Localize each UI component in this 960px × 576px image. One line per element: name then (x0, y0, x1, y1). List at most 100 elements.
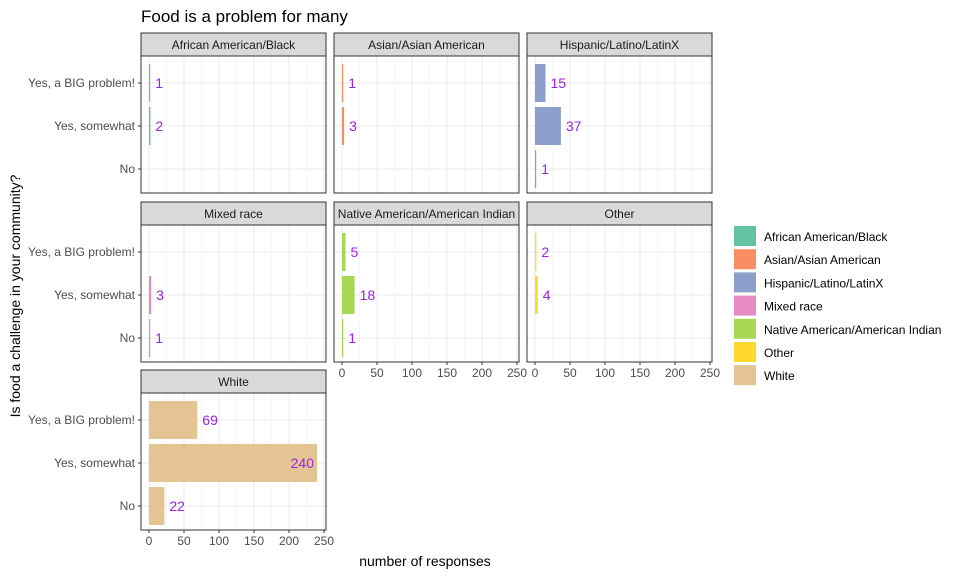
y-tick-label: Yes, a BIG problem! (28, 413, 135, 427)
facet-strip-label: Native American/American Indian (338, 207, 515, 221)
bar-yes-somewhat (535, 107, 561, 145)
bar-yes-somewhat (149, 276, 152, 314)
legend-label: Native American/American Indian (764, 323, 941, 337)
data-label: 69 (202, 412, 218, 428)
panel-border (333, 55, 520, 194)
bar-yes-a-big-problem (149, 401, 198, 439)
plot-background (334, 56, 519, 193)
legend-label: African American/Black (764, 230, 888, 244)
x-tick-label: 50 (563, 366, 577, 380)
data-label: 22 (169, 498, 185, 514)
facet-other: Other 2 4 0 50 100 150 200 250 (526, 201, 720, 380)
facet-strip-label: Asian/Asian American (368, 38, 485, 52)
y-tick-label: No (120, 162, 136, 176)
x-tick-label: 200 (279, 534, 299, 548)
facet-strip-label: African American/Black (172, 38, 296, 52)
legend-label: Mixed race (764, 300, 823, 314)
y-tick-label: No (120, 499, 136, 513)
x-tick-label: 100 (209, 534, 229, 548)
bar-yes-somewhat (342, 276, 355, 314)
bar-yes-somewhat (535, 276, 538, 314)
bar-yes-a-big-problem (342, 64, 344, 102)
legend-key (734, 318, 756, 339)
y-axis-title: Is food a challenge in your community? (7, 174, 23, 417)
bar-yes-a-big-problem (149, 64, 151, 102)
panel-border (333, 224, 520, 363)
data-label: 240 (291, 455, 315, 471)
facet-strip-label: White (218, 375, 249, 389)
x-tick-label: 250 (700, 366, 720, 380)
bar-yes-a-big-problem (342, 233, 346, 271)
x-tick-label: 100 (595, 366, 615, 380)
y-tick-label: Yes, somewhat (54, 119, 136, 133)
legend-key (734, 272, 756, 293)
legend: African American/Black Asian/Asian Americ… (734, 226, 941, 386)
data-label: 2 (541, 244, 549, 260)
bar-no (535, 150, 537, 188)
data-label: 15 (551, 75, 567, 91)
legend-item-native-american-american-indian: Native American/American Indian (734, 318, 941, 339)
facet-asian-asian-american: Asian/Asian American 1 3 (333, 32, 520, 194)
x-tick-label: 250 (507, 366, 527, 380)
bar-yes-somewhat (342, 107, 345, 145)
data-label: 1 (348, 75, 356, 91)
data-label: 3 (349, 118, 357, 134)
x-tick-label: 250 (314, 534, 334, 548)
data-label: 1 (541, 161, 549, 177)
bar-no (149, 487, 165, 525)
panel-border (140, 392, 327, 531)
x-axis-title: number of responses (359, 553, 491, 569)
data-label: 37 (566, 118, 582, 134)
panel-border (140, 224, 327, 363)
legend-label: Hispanic/Latino/LatinX (764, 276, 883, 290)
legend-item-hispanic-latino-latinx: Hispanic/Latino/LatinX (734, 272, 883, 293)
facet-strip-label: Hispanic/Latino/LatinX (560, 38, 679, 52)
x-tick-label: 50 (177, 534, 191, 548)
legend-label: White (764, 369, 795, 383)
legend-key (734, 342, 756, 362)
facet-panels: African American/Black 1 2 Yes, a BIG probl… (28, 32, 720, 548)
legend-item-white: White (734, 365, 795, 386)
legend-item-african-american-black: African American/Black (734, 226, 888, 246)
data-label: 1 (348, 330, 356, 346)
facet-white: White 69 240 22 Yes, a BIG problem! Yes, some… (28, 369, 334, 548)
x-tick-label: 150 (630, 366, 650, 380)
legend-key (734, 249, 756, 270)
legend-label: Asian/Asian American (764, 253, 881, 267)
facet-strip-label: Mixed race (204, 207, 263, 221)
x-tick-label: 200 (665, 366, 685, 380)
x-tick-label: 0 (146, 534, 153, 548)
panel-border (526, 224, 713, 363)
facet-african-american-black: African American/Black 1 2 Yes, a BIG probl… (28, 32, 327, 194)
data-label: 2 (155, 118, 163, 134)
x-tick-label: 100 (402, 366, 422, 380)
bar-yes-a-big-problem (535, 233, 537, 271)
x-tick-label: 50 (370, 366, 384, 380)
x-tick-label: 150 (437, 366, 457, 380)
data-label: 3 (156, 287, 164, 303)
legend-item-other: Other (734, 342, 794, 362)
data-label: 1 (155, 330, 163, 346)
x-tick-label: 0 (339, 366, 346, 380)
y-tick-label: Yes, a BIG problem! (28, 245, 135, 259)
data-label: 4 (543, 287, 551, 303)
plot-background (141, 225, 326, 362)
panel-border (526, 55, 713, 194)
facet-native-american-american-indian: Native American/American Indian 5 18 1 0 50 10… (333, 201, 527, 380)
legend-item-asian-asian-american: Asian/Asian American (734, 249, 881, 270)
legend-item-mixed-race: Mixed race (734, 295, 823, 316)
bar-yes-a-big-problem (535, 64, 546, 102)
facet-mixed-race: Mixed race 3 1 Yes, a BIG problem! Yes, some… (28, 201, 327, 363)
x-tick-label: 0 (532, 366, 539, 380)
plot-background (527, 225, 712, 362)
data-label: 18 (360, 287, 376, 303)
bar-yes-somewhat (149, 444, 317, 482)
data-label: 1 (155, 75, 163, 91)
x-tick-label: 150 (244, 534, 264, 548)
bar-no (149, 319, 151, 357)
plot-background (141, 56, 326, 193)
x-tick-label: 200 (472, 366, 492, 380)
y-tick-label: Yes, somewhat (54, 288, 136, 302)
y-tick-label: Yes, a BIG problem! (28, 76, 135, 90)
